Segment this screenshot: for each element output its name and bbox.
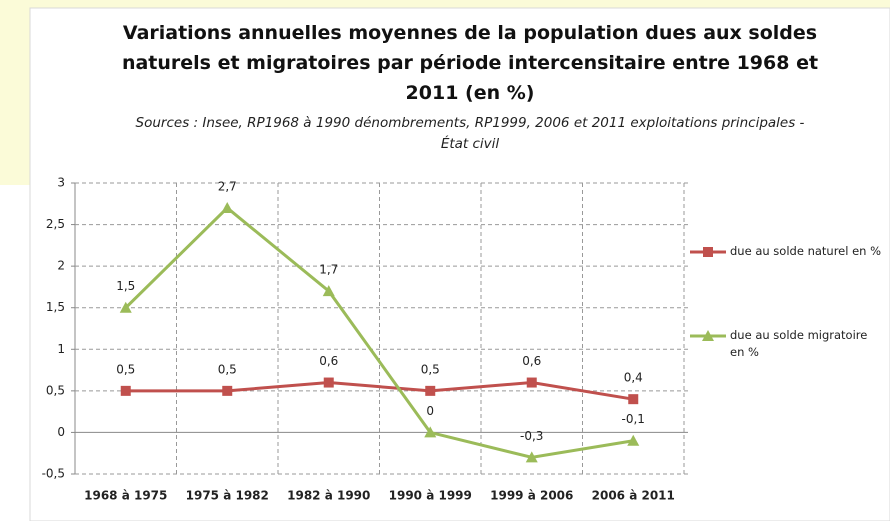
data-label: 0,6 (319, 354, 338, 368)
data-label: 1,7 (319, 263, 338, 277)
data-label: 1,5 (116, 279, 135, 293)
x-tick-label: 1975 à 1982 (186, 489, 269, 503)
point (120, 385, 131, 396)
point (222, 385, 233, 396)
data-label: 0 (426, 404, 434, 418)
data-label: 0,4 (624, 371, 643, 385)
point (628, 394, 639, 405)
chart-area (29, 7, 890, 521)
point (323, 377, 334, 388)
data-label: 0,5 (116, 362, 135, 376)
x-tick-label: 1968 à 1975 (84, 489, 167, 503)
point (424, 426, 437, 438)
data-label: 0,6 (522, 354, 541, 368)
series-line (124, 205, 634, 459)
point (425, 385, 436, 396)
y-tick-label: 2,5 (46, 217, 65, 231)
chart-subtitle: Sources : Insee, RP1968 à 1990 dénombrem… (135, 115, 805, 152)
x-tick-label: 1990 à 1999 (389, 489, 472, 503)
legend-swatch-marker (703, 247, 713, 257)
point (221, 201, 234, 213)
legend-label: due au solde naturel en % (730, 244, 882, 258)
data-label: -0,3 (520, 429, 543, 443)
data-label: 0,5 (218, 362, 237, 376)
data-label: 2,7 (218, 179, 237, 193)
y-tick-label: 0,5 (46, 383, 65, 397)
point (525, 451, 538, 463)
point (322, 285, 335, 297)
x-tick-label: 1982 à 1990 (287, 489, 370, 503)
legend-label: due au solde migratoire en % (730, 328, 868, 359)
y-tick-label: 3 (57, 176, 65, 190)
y-tick-label: -0,5 (42, 467, 65, 481)
point (627, 434, 640, 446)
x-tick-label: 2006 à 2011 (592, 489, 675, 503)
y-tick-label: 1,5 (46, 300, 65, 314)
data-label: -0,1 (622, 412, 645, 426)
data-label: 0,5 (421, 362, 440, 376)
y-tick-label: 1 (57, 342, 65, 356)
y-tick-label: 0 (57, 425, 65, 439)
legend-swatch-marker (702, 330, 714, 341)
point (119, 301, 132, 313)
point (526, 377, 537, 388)
chart-title: Variations annuelles moyennes de la popu… (121, 22, 819, 104)
x-tick-label: 1999 à 2006 (490, 489, 573, 503)
series-line (125, 381, 634, 401)
y-tick-label: 2 (57, 259, 65, 273)
